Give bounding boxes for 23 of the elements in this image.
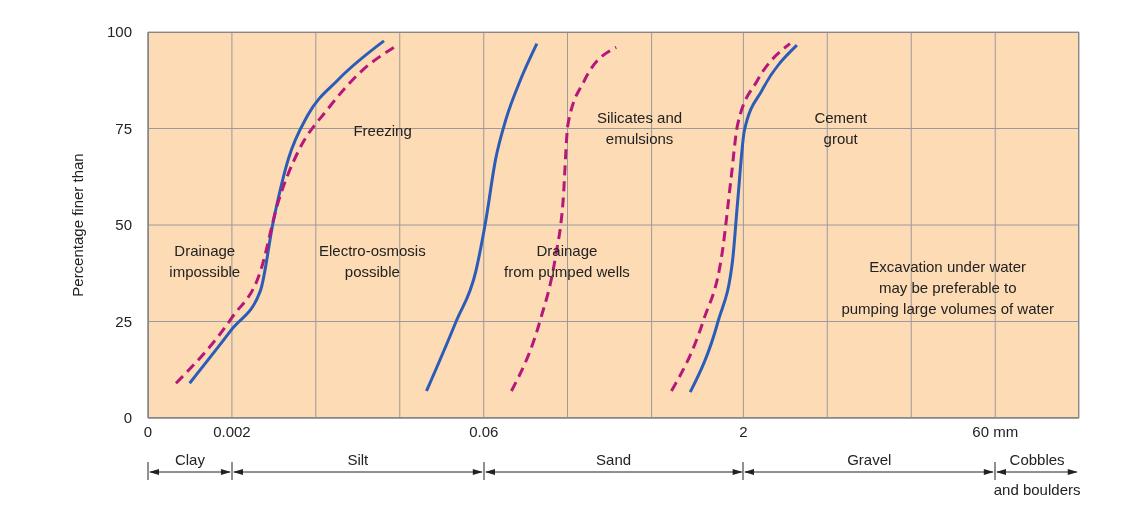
text: Clay bbox=[174, 450, 205, 470]
annotation: Drainage from pumped wells bbox=[503, 241, 630, 283]
y-tick-label: 75 bbox=[115, 119, 132, 137]
y-tick-label: 0 bbox=[123, 409, 132, 426]
annotation: Cement grout bbox=[814, 108, 867, 150]
annotation: Freezing bbox=[353, 120, 412, 141]
annotation: Electro-osmosis possible bbox=[319, 241, 426, 283]
x-tick-label: 2 bbox=[739, 422, 748, 440]
y-tick-label: 100 bbox=[106, 23, 132, 40]
annotation: Drainage impossible bbox=[169, 241, 241, 283]
y-tick-label: 25 bbox=[115, 312, 132, 330]
annotation: Excavation under water may be preferable to pumping large volumes of water bbox=[841, 256, 1055, 319]
y-tick-label: 50 bbox=[115, 216, 132, 233]
text: Silt bbox=[347, 450, 369, 470]
x-tick-label: 0.002 bbox=[213, 422, 251, 440]
text: Cobbles and boulders bbox=[993, 450, 1081, 500]
x-tick-label: 60 mm bbox=[972, 422, 1019, 440]
x-tick-label: 0.06 bbox=[469, 422, 499, 440]
y-axis-title: Percentage finer than bbox=[69, 153, 87, 297]
annotation: Silicates and emulsions bbox=[597, 108, 683, 150]
x-tick-label: 0 bbox=[143, 422, 153, 440]
text: Sand bbox=[596, 450, 632, 470]
text: Gravel bbox=[847, 450, 892, 470]
